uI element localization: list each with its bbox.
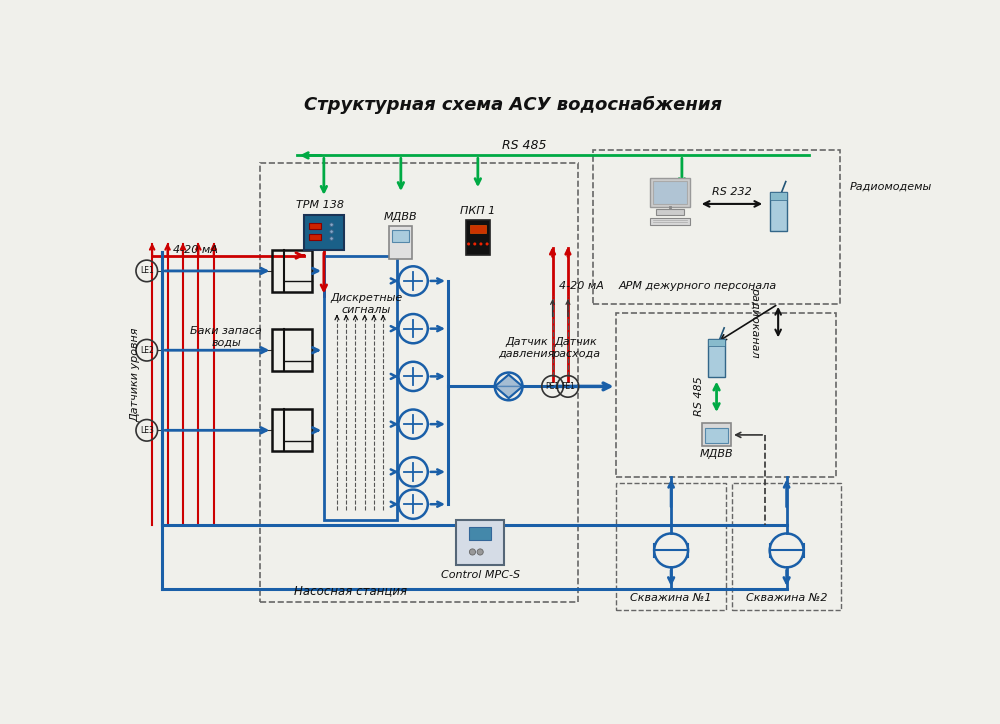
Text: МДВВ: МДВВ bbox=[700, 449, 733, 459]
Bar bbox=[389, 227, 412, 258]
Circle shape bbox=[479, 243, 482, 245]
Bar bbox=[616, 313, 836, 476]
Text: Control MPC-S: Control MPC-S bbox=[441, 570, 520, 580]
Bar bbox=[708, 339, 725, 377]
Text: LE3: LE3 bbox=[140, 426, 154, 435]
Bar bbox=[309, 223, 321, 230]
Text: 4-20 мА: 4-20 мА bbox=[559, 282, 604, 291]
Circle shape bbox=[330, 223, 333, 227]
Bar bbox=[324, 256, 397, 520]
Circle shape bbox=[486, 243, 489, 245]
Bar bbox=[732, 483, 841, 610]
Bar bbox=[616, 483, 726, 610]
Text: PE1: PE1 bbox=[545, 382, 560, 391]
Text: LE1: LE1 bbox=[140, 266, 154, 275]
Bar bbox=[656, 209, 684, 215]
Bar bbox=[456, 521, 504, 565]
Polygon shape bbox=[495, 387, 523, 398]
Bar bbox=[272, 329, 312, 371]
Bar bbox=[593, 150, 840, 304]
Circle shape bbox=[469, 549, 476, 555]
Text: Радиомодемы: Радиомодемы bbox=[850, 181, 932, 191]
Text: МДВВ: МДВВ bbox=[384, 212, 418, 222]
Text: RS 485: RS 485 bbox=[502, 139, 546, 152]
Text: Скважина №1: Скважина №1 bbox=[630, 593, 712, 603]
Bar bbox=[469, 526, 491, 540]
Circle shape bbox=[473, 243, 476, 245]
Bar bbox=[770, 193, 787, 231]
Text: FE1: FE1 bbox=[561, 382, 575, 391]
Text: ТРМ 138: ТРМ 138 bbox=[296, 200, 344, 210]
Text: Структурная схема АСУ водоснабжения: Структурная схема АСУ водоснабжения bbox=[304, 96, 722, 114]
Bar bbox=[650, 177, 690, 207]
Bar bbox=[708, 339, 725, 346]
Text: Скважина №2: Скважина №2 bbox=[746, 593, 827, 603]
Bar bbox=[702, 424, 731, 447]
Text: ПКП 1: ПКП 1 bbox=[460, 206, 495, 216]
Circle shape bbox=[330, 237, 333, 240]
Text: 4-20 мА: 4-20 мА bbox=[173, 245, 218, 255]
Bar bbox=[272, 409, 312, 452]
Bar bbox=[470, 225, 486, 233]
Text: Баки запаса
воды: Баки запаса воды bbox=[190, 326, 262, 348]
Bar bbox=[650, 218, 690, 225]
Bar bbox=[653, 181, 687, 204]
Text: радиоканал: радиоканал bbox=[750, 287, 760, 358]
Text: RS 485: RS 485 bbox=[694, 376, 704, 416]
Text: Датчик
давления: Датчик давления bbox=[498, 337, 555, 358]
Bar bbox=[466, 221, 490, 255]
Text: Датчик
расхода: Датчик расхода bbox=[552, 337, 600, 358]
Circle shape bbox=[467, 243, 470, 245]
Bar bbox=[309, 234, 321, 240]
Bar bbox=[705, 428, 728, 443]
Bar bbox=[770, 193, 787, 200]
Bar bbox=[392, 230, 409, 243]
Bar bbox=[272, 250, 312, 292]
Polygon shape bbox=[495, 374, 523, 387]
Bar bbox=[304, 215, 344, 250]
Circle shape bbox=[477, 549, 483, 555]
Text: Дискретные
сигналы: Дискретные сигналы bbox=[330, 293, 402, 315]
Text: LE2: LE2 bbox=[140, 346, 154, 355]
Text: Датчики уровня: Датчики уровня bbox=[130, 327, 140, 422]
Text: RS 232: RS 232 bbox=[712, 187, 752, 197]
Bar bbox=[260, 163, 578, 602]
Text: АРМ дежурного персонала: АРМ дежурного персонала bbox=[618, 282, 776, 291]
Circle shape bbox=[330, 230, 333, 233]
Text: Насосная станция: Насосная станция bbox=[294, 584, 407, 597]
